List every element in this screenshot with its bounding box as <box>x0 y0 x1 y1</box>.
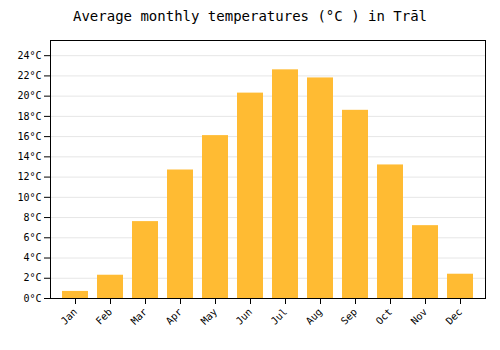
svg-text:8°C: 8°C <box>23 212 41 223</box>
svg-text:16°C: 16°C <box>17 131 41 142</box>
svg-text:2°C: 2°C <box>23 272 41 283</box>
svg-text:Mar: Mar <box>129 306 150 327</box>
svg-text:May: May <box>199 306 220 327</box>
svg-text:Jan: Jan <box>59 306 80 327</box>
svg-text:Oct: Oct <box>374 306 395 327</box>
svg-text:6°C: 6°C <box>23 232 41 243</box>
svg-text:12°C: 12°C <box>17 171 41 182</box>
svg-text:22°C: 22°C <box>17 70 41 81</box>
svg-text:24°C: 24°C <box>17 50 41 61</box>
svg-text:0°C: 0°C <box>23 293 41 304</box>
svg-text:Aug: Aug <box>304 306 325 327</box>
svg-text:Jul: Jul <box>269 306 290 327</box>
svg-text:Jun: Jun <box>234 306 255 327</box>
svg-text:Dec: Dec <box>444 306 465 327</box>
svg-text:Feb: Feb <box>94 306 115 327</box>
svg-text:Sep: Sep <box>339 306 360 327</box>
svg-text:4°C: 4°C <box>23 252 41 263</box>
svg-text:Apr: Apr <box>164 306 185 327</box>
html-text:Average monthly temperatures (: Average monthly temperatures (°C ) in Tr… <box>73 8 427 24</box>
svg-text:14°C: 14°C <box>17 151 41 162</box>
svg-text:10°C: 10°C <box>17 192 41 203</box>
svg-text:Nov: Nov <box>409 306 430 327</box>
svg-text:20°C: 20°C <box>17 90 41 101</box>
svg-text:18°C: 18°C <box>17 111 41 122</box>
